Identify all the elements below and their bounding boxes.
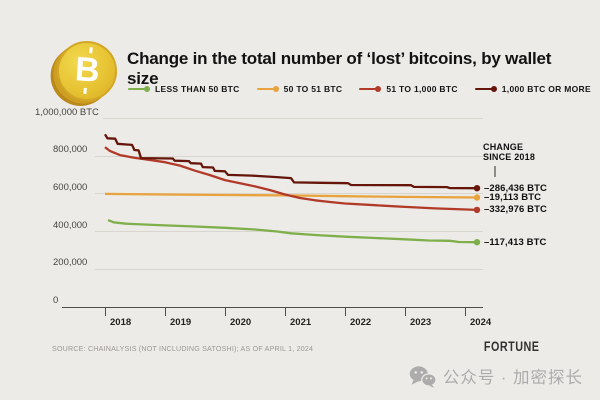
x-tick-label: 2023	[410, 317, 432, 328]
x-axis-line	[62, 306, 483, 308]
series-end-value-label: –117,413 BTC	[484, 236, 547, 248]
y-gridline	[95, 231, 483, 233]
legend-marker-icon	[256, 86, 279, 93]
legend-label: 51 TO 1,000 BTC	[386, 84, 458, 94]
fortune-logo: FORTUNE	[483, 339, 539, 354]
x-tick-mark	[345, 307, 346, 316]
legend-item: 50 TO 51 BTC	[256, 84, 343, 94]
legend-label: 50 TO 51 BTC	[283, 84, 343, 94]
legend-item: 51 TO 1,000 BTC	[359, 84, 457, 94]
wechat-icon	[409, 365, 436, 388]
legend: LESS THAN 50 BTC 50 TO 51 BTC 51 TO 1,00…	[128, 84, 591, 94]
y-gridline	[95, 155, 483, 157]
series-end-dot	[473, 185, 481, 192]
x-tick-mark	[465, 307, 466, 316]
x-tick-label: 2022	[350, 317, 372, 328]
watermark-text: 公众号 · 加密探长	[442, 369, 583, 387]
legend-item: 1,000 BTC OR MORE	[474, 84, 591, 94]
x-tick-mark	[225, 307, 226, 316]
x-tick-mark	[405, 307, 406, 316]
chart-title: Change in the total number of ‘lost’ bit…	[127, 49, 552, 88]
x-tick-label: 2018	[110, 317, 132, 328]
x-tick-mark	[285, 307, 286, 316]
legend-marker-icon	[359, 86, 382, 93]
y-gridline	[95, 193, 483, 195]
y-tick-label: 200,000	[53, 257, 88, 269]
y-tick-label: 400,000	[53, 219, 88, 231]
series-line	[107, 219, 478, 244]
x-tick-mark	[165, 307, 166, 316]
y-tick-label: 800,000	[53, 144, 88, 156]
y-tick-label: 0	[53, 295, 59, 306]
y-gridline	[95, 268, 483, 270]
change-since-2018-label: CHANGE SINCE 2018	[483, 142, 535, 162]
series-end-value-label: –332,976 BTC	[484, 204, 547, 216]
change-note-line1: CHANGE	[483, 142, 524, 152]
y-tick-label: 1,000,000 BTC	[35, 106, 99, 118]
legend-item: LESS THAN 50 BTC	[128, 84, 240, 94]
legend-label: 1,000 BTC OR MORE	[501, 84, 591, 94]
series-end-dot	[473, 194, 481, 201]
x-tick-label: 2021	[290, 317, 312, 328]
source-note: SOURCE: CHAINALYSIS (NOT INCLUDING SATOS…	[52, 344, 314, 353]
legend-label: LESS THAN 50 BTC	[155, 84, 240, 94]
y-gridline	[103, 118, 483, 119]
x-tick-label: 2020	[230, 317, 252, 328]
wechat-watermark: 公众号 · 加密探长	[409, 364, 583, 388]
x-tick-label: 2024	[470, 317, 492, 328]
legend-marker-icon	[474, 86, 497, 93]
series-line	[104, 133, 478, 190]
annotation-tick	[494, 166, 496, 177]
series-end-value-label: –286,436 BTC	[484, 182, 547, 194]
legend-marker-icon	[128, 86, 150, 93]
change-note-line2: SINCE 2018	[483, 152, 536, 162]
x-tick-label: 2019	[170, 317, 192, 328]
series-end-dot	[473, 239, 481, 246]
y-tick-label: 600,000	[53, 181, 88, 193]
series-end-dot	[473, 206, 481, 214]
x-tick-mark	[105, 307, 106, 316]
series-end-value-label: –19,113 BTC	[484, 191, 542, 203]
